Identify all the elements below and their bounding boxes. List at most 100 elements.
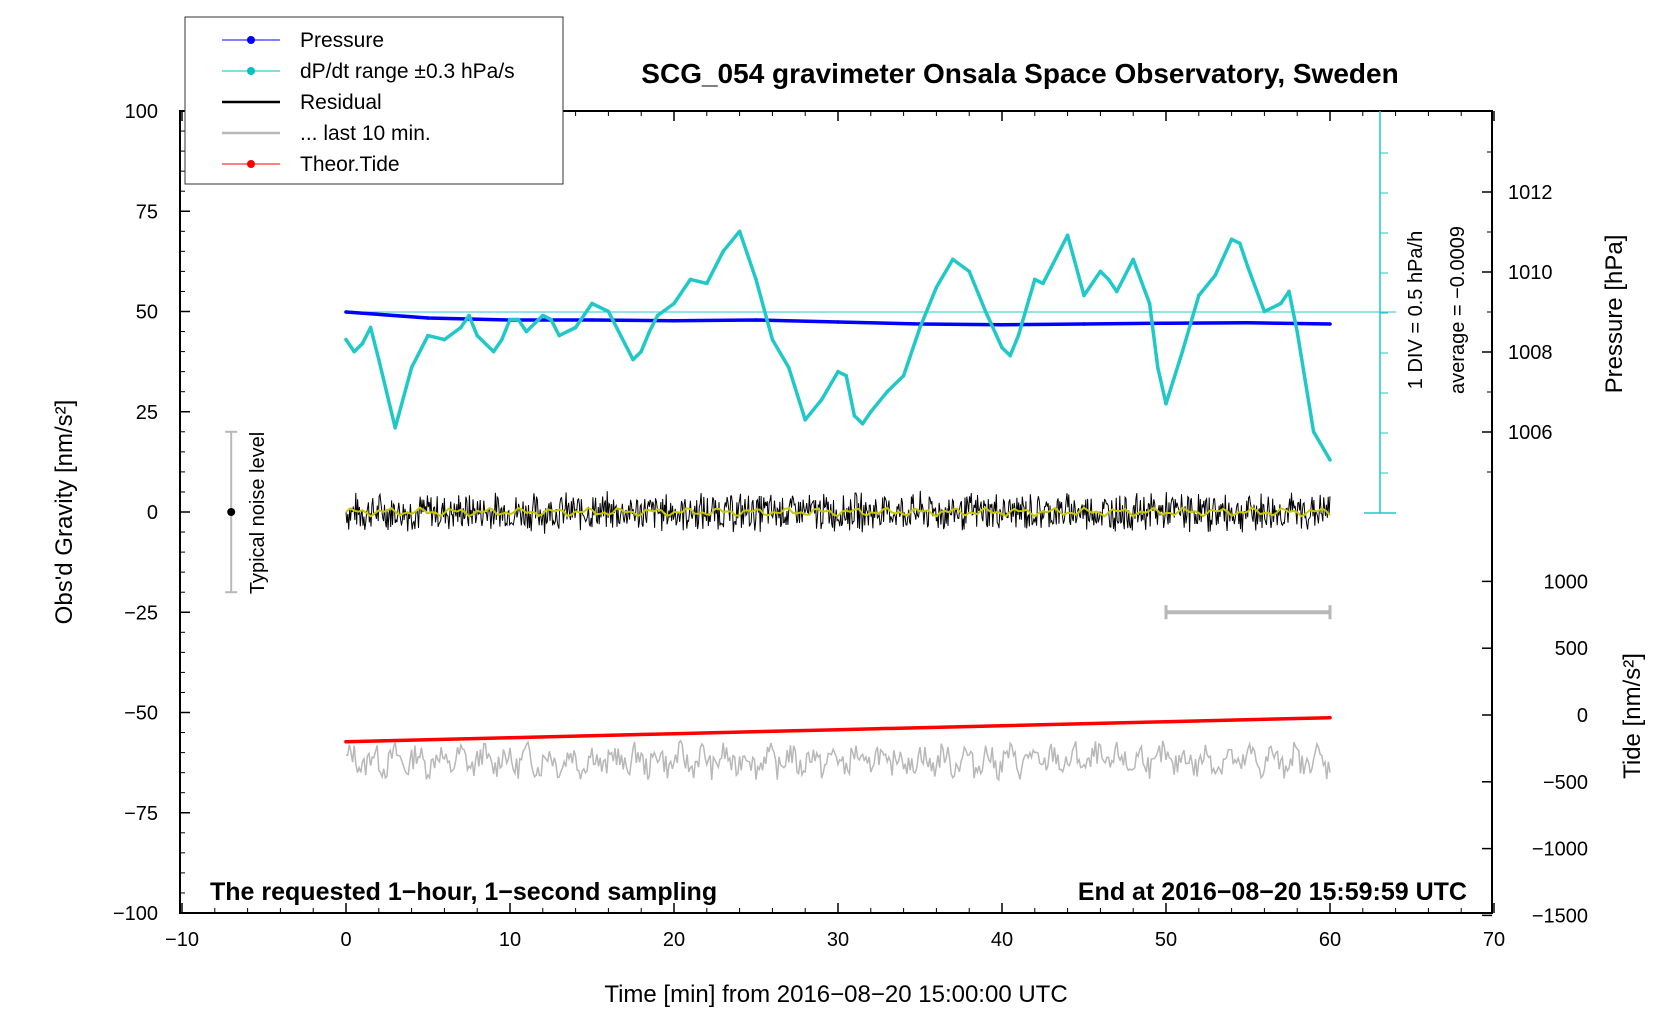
noise-center-dot	[227, 508, 236, 516]
series-point-left	[467, 313, 471, 318]
legend-label: Residual	[300, 91, 382, 114]
series-point-left	[647, 329, 652, 334]
x-tick-label: 50	[1155, 929, 1177, 951]
series-point-left	[368, 325, 373, 330]
series-point-left	[508, 317, 512, 322]
series-point-left	[1131, 257, 1135, 262]
series-point-tide	[1164, 719, 1168, 724]
average-label: average = −0.0009	[1447, 226, 1469, 394]
residual-line	[345, 490, 1331, 534]
legend-label: Theor.Tide	[300, 153, 400, 176]
series-point-pressure	[1246, 321, 1250, 325]
series-point-left	[1098, 269, 1103, 274]
tide-tick-label: 1000	[1544, 571, 1589, 593]
y-tick-label: −100	[113, 903, 158, 925]
legend-marker	[247, 160, 255, 168]
pressure-tick-label: 1012	[1508, 182, 1553, 204]
series-point-left	[852, 413, 857, 418]
series-point-left	[1279, 301, 1283, 306]
tide-tick-label: 500	[1555, 638, 1588, 660]
y-axis-title-left: Obs'd Gravity [nm/s²]	[51, 400, 78, 625]
series-point-left	[541, 313, 545, 318]
y-axis-title-pressure: Pressure [hPa]	[1601, 235, 1628, 394]
annotation-left: The requested 1−hour, 1−second sampling	[210, 878, 717, 906]
series-line-left	[344, 229, 1332, 461]
x-tick-label: 30	[827, 929, 849, 951]
series-point-pressure	[1000, 323, 1004, 327]
y-tick-label: 75	[136, 201, 158, 223]
legend-label: Pressure	[300, 29, 384, 52]
series-point-pressure	[836, 320, 840, 324]
scale-label: 1 DIV = 0.5 hPa/h	[1405, 231, 1427, 389]
series-point-left	[1065, 233, 1070, 238]
series-point-left	[672, 301, 676, 306]
series-point-left	[409, 365, 414, 370]
y-axis-title-tide: Tide [nm/s²]	[1619, 653, 1646, 779]
x-tick-label: 40	[991, 929, 1013, 951]
series-point-left	[951, 257, 955, 262]
pressure-tick-label: 1006	[1508, 422, 1553, 444]
pressure-tick-label: 1008	[1508, 342, 1553, 364]
series-point-left	[344, 337, 348, 342]
series-point-left	[1147, 301, 1152, 306]
series-point-left	[901, 373, 906, 378]
series-point-left	[869, 409, 873, 414]
series-point-tide	[344, 739, 348, 744]
series-point-left	[934, 285, 939, 290]
residual-smoothed-line	[345, 506, 1331, 518]
series-point-left	[983, 309, 988, 314]
series-point-left	[377, 357, 381, 362]
series-point-left	[1295, 329, 1299, 334]
series-point-pressure	[1164, 321, 1168, 326]
y-tick-label: −50	[124, 703, 158, 725]
series-point-left	[639, 349, 643, 354]
series-point-left	[844, 373, 848, 378]
series-point-tide	[1000, 723, 1004, 728]
series-point-pressure	[1082, 322, 1086, 326]
series-point-tide	[508, 735, 512, 740]
tide-tick-label: −500	[1543, 772, 1588, 794]
x-tick-label: 70	[1483, 929, 1505, 951]
series-point-left	[426, 333, 430, 338]
series-point-left	[737, 229, 742, 234]
series-point-left	[836, 369, 840, 374]
series-point-left	[770, 337, 775, 342]
series-point-left	[1008, 353, 1012, 358]
series-point-left	[1311, 430, 1316, 434]
y-tick-label: 100	[125, 101, 158, 123]
legend-label: ... last 10 min.	[300, 122, 431, 145]
series-point-left	[500, 337, 504, 342]
series-point-left	[516, 317, 520, 322]
series-point-left	[787, 365, 791, 370]
series-point-left	[1082, 293, 1086, 298]
series-point-pressure	[590, 318, 594, 322]
y-tick-label: −25	[124, 602, 158, 624]
y-tick-label: 25	[136, 402, 158, 424]
series-point-left	[352, 349, 357, 354]
series-point-left	[557, 333, 561, 338]
pressure-tick-label: 1010	[1508, 262, 1553, 284]
noise-label: Typical noise level	[247, 432, 269, 594]
series-point-left	[573, 325, 578, 330]
series-point-left	[524, 329, 529, 334]
series-point-left	[1197, 293, 1201, 298]
legend-label: dP/dt range ±0.3 hPa/s	[300, 60, 515, 83]
series-point-left	[721, 249, 725, 254]
series-point-left	[459, 325, 463, 330]
series-point-left	[623, 341, 627, 346]
series-point-left	[1000, 345, 1004, 350]
series-point-left	[967, 269, 971, 274]
series-point-left	[606, 309, 611, 314]
y-tick-label: 0	[147, 502, 158, 524]
series-point-left	[1016, 333, 1021, 338]
series-point-left	[1115, 289, 1119, 294]
series-point-left	[1106, 277, 1111, 282]
series-point-left	[1287, 289, 1291, 294]
series-layer	[225, 111, 1396, 782]
x-tick-label: 20	[663, 929, 685, 951]
series-point-pressure	[754, 318, 758, 322]
series-point-left	[1156, 365, 1160, 370]
series-point-left	[1229, 237, 1234, 242]
series-point-left	[1049, 265, 1053, 270]
